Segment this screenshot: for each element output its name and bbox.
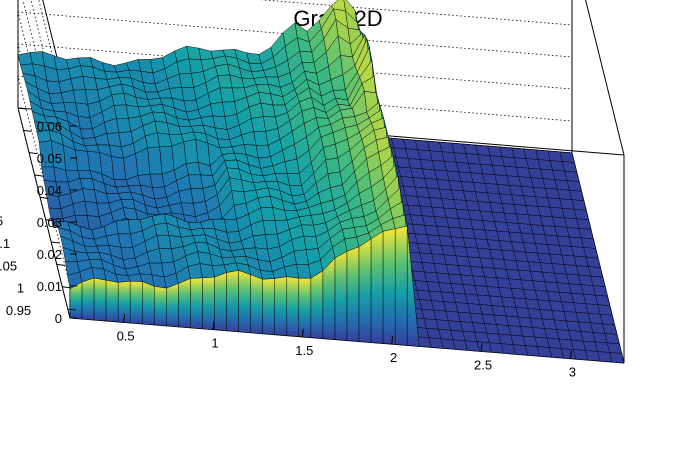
surface-front-strip xyxy=(358,238,372,343)
surface-front-strip xyxy=(178,278,191,329)
surface-facet xyxy=(604,333,620,345)
x-tick-label: 2 xyxy=(390,350,397,365)
box-edge xyxy=(585,0,625,156)
surface-facet xyxy=(609,352,625,364)
surface-front-strip xyxy=(298,277,312,338)
surface-facet xyxy=(597,304,613,316)
surface-front-strip xyxy=(322,257,336,340)
surface-front-strip xyxy=(286,276,300,337)
surface-facet xyxy=(569,189,585,201)
surface-facet xyxy=(573,209,589,221)
surface-front-strip xyxy=(69,281,83,320)
y-tick xyxy=(62,286,71,289)
y-tick-label: 1.15 xyxy=(0,214,3,229)
surface-facet xyxy=(84,245,100,254)
x-tick xyxy=(480,343,483,352)
surface-facet xyxy=(599,314,615,326)
surface-facet xyxy=(602,323,618,335)
surface-front-strip xyxy=(214,272,227,331)
z-axis: 0 0.01 0.02 0.03 0.04 0.05 0.06 xyxy=(37,119,77,326)
surface-facet xyxy=(53,55,69,70)
surface-front-strip xyxy=(262,278,275,335)
surface-facet xyxy=(588,266,603,278)
surface-facet xyxy=(576,218,592,230)
surface-front-strip xyxy=(382,228,396,345)
surface-front-strip xyxy=(93,277,107,322)
y-tick-label: 1.1 xyxy=(0,236,10,251)
surface-facet xyxy=(595,294,611,306)
surface-front-strip xyxy=(250,274,263,334)
surface-facet xyxy=(102,62,117,73)
surface-facet xyxy=(566,180,582,192)
x-tick xyxy=(569,350,572,359)
box-edge xyxy=(17,107,71,319)
x-tick xyxy=(391,336,394,345)
x-tick-label: 1.5 xyxy=(295,343,313,358)
x-tick-label: 3 xyxy=(569,365,576,380)
x-tick xyxy=(301,328,304,337)
surface-front-strip xyxy=(166,283,179,328)
surface-facet xyxy=(571,199,587,211)
y-tick xyxy=(34,174,43,177)
y-tick xyxy=(17,107,27,110)
x-tick-label: 0.5 xyxy=(117,328,135,343)
surface-front-strip xyxy=(334,250,348,341)
y-tick-label: 1.05 xyxy=(0,258,17,273)
z-tick-label: 0.05 xyxy=(37,151,62,166)
surface-facet xyxy=(606,342,622,354)
z-tick-label: 0.01 xyxy=(37,279,62,294)
surface-front-strip xyxy=(274,276,288,336)
z-tick-label: 0.04 xyxy=(37,183,62,198)
surface-facet xyxy=(564,170,580,182)
surface-facet xyxy=(562,161,577,173)
surface-front-strip xyxy=(238,270,251,333)
y-tick-label: 1 xyxy=(17,281,24,296)
y-tick xyxy=(67,308,76,311)
surface-front-strip xyxy=(154,285,167,327)
y-tick xyxy=(23,129,32,132)
surface-front-strip xyxy=(310,270,324,339)
surface-facet xyxy=(585,256,601,268)
surface-facet xyxy=(82,137,98,147)
surface-front-strip xyxy=(129,280,143,325)
surface-front-strip xyxy=(346,246,360,342)
y-tick xyxy=(45,219,54,222)
surface-front-strip xyxy=(81,277,95,321)
x-tick-label: 2.5 xyxy=(474,357,492,372)
z-tick-label: 0 xyxy=(55,311,62,326)
surface-front-strip xyxy=(394,225,408,346)
surface-front-strip xyxy=(226,270,239,332)
surface-front-strip xyxy=(406,225,420,347)
y-tick xyxy=(29,152,38,155)
z-tick-label: 0.06 xyxy=(37,119,62,134)
surface-facet xyxy=(559,151,575,163)
x-tick-label: 1 xyxy=(211,336,218,351)
surface-facet xyxy=(325,157,341,174)
surface-facet xyxy=(159,145,175,175)
surface-front-strip xyxy=(142,281,155,326)
surface-facet xyxy=(590,275,606,287)
surface-facet xyxy=(198,47,214,61)
surface-facet xyxy=(592,285,608,297)
x-tick xyxy=(123,314,126,323)
surface-front-strip xyxy=(202,276,215,330)
surface-front-strip xyxy=(370,230,384,344)
y-axis: 0.9511.051.11.151.21.251.31.351.4 xyxy=(0,107,76,318)
x-axis: 0.5 1 1.5 2 2.5 3 xyxy=(117,314,576,380)
y-tick-label: 0.95 xyxy=(6,303,31,318)
y-tick xyxy=(51,241,60,244)
surface-facet xyxy=(583,247,599,259)
surface-front-strip xyxy=(190,277,203,330)
surface-facet xyxy=(578,228,594,240)
z-tick-label: 0.03 xyxy=(37,215,62,230)
surface-front-strip xyxy=(105,279,119,323)
z-tick-label: 0.02 xyxy=(37,247,62,262)
surface-facet xyxy=(215,63,231,77)
x-tick xyxy=(212,321,215,330)
y-tick xyxy=(56,263,65,266)
y-tick xyxy=(40,196,49,199)
surface-plot xyxy=(17,0,625,364)
surface-facet xyxy=(580,237,596,249)
